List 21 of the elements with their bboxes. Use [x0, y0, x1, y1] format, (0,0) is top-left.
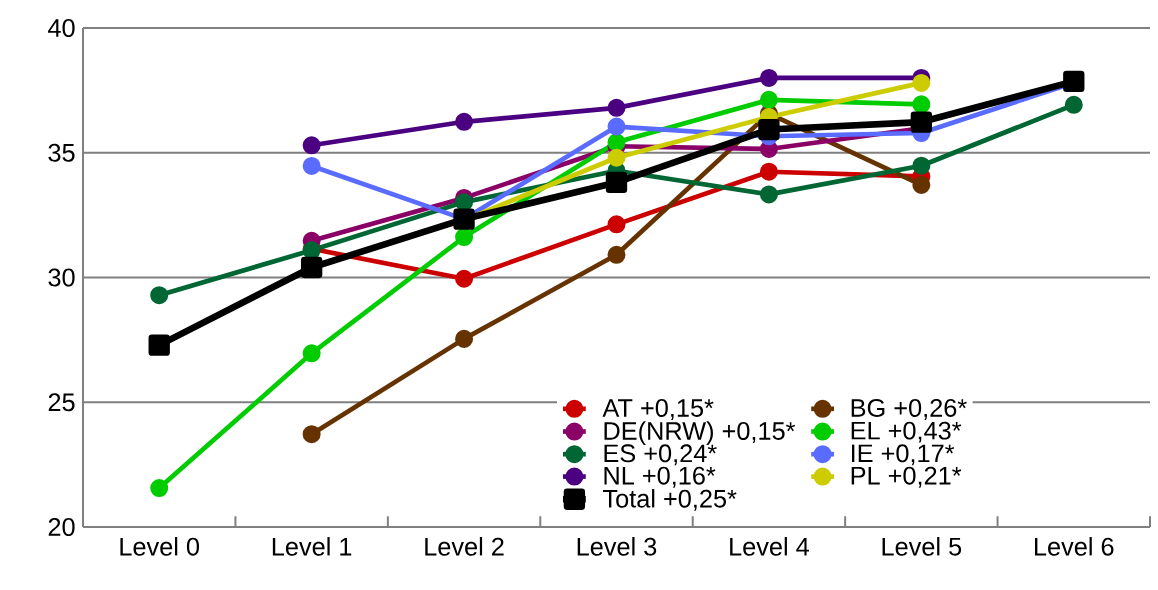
legend-label: EL +0,43* [851, 421, 962, 443]
y-tick-label: 25 [48, 393, 75, 412]
legend-label: AT +0,15* [602, 398, 714, 420]
x-tick-label: Level 6 [1035, 537, 1114, 556]
x-tick-label: Level 5 [882, 537, 962, 556]
legend-label: IE +0,17* [851, 444, 955, 466]
legend-label: PL +0,21* [851, 466, 962, 488]
x-tick-label: Level 2 [425, 537, 504, 556]
y-tick-label: 40 [48, 19, 75, 37]
y-tick-label: 30 [48, 268, 75, 287]
legend-label: DE(NRW) +0,15* [604, 421, 796, 445]
legend-label: NL +0,16* [604, 466, 716, 488]
y-tick-label: 35 [48, 143, 75, 162]
x-tick-label: Level 4 [730, 537, 809, 556]
x-tick-label: Level 3 [577, 537, 657, 556]
legend-label: Total +0,25* [603, 489, 737, 511]
legend-label: BG +0,26* [851, 398, 967, 420]
y-tick-label: 20 [48, 518, 75, 536]
legend-label: ES +0,24* [604, 444, 717, 466]
x-tick-label: Level 0 [120, 537, 200, 556]
x-tick-label: Level 1 [272, 537, 352, 556]
